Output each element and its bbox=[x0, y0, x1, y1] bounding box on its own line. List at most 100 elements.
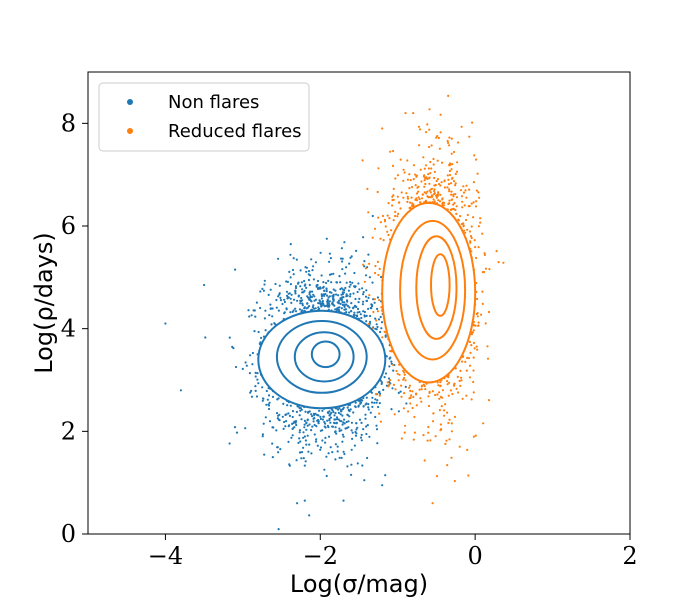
point-reduced-flares bbox=[418, 144, 421, 147]
point-non-flares bbox=[350, 302, 353, 305]
point-non-flares bbox=[344, 286, 347, 290]
point-reduced-flares bbox=[428, 182, 431, 185]
point-non-flares bbox=[263, 279, 266, 282]
point-non-flares bbox=[235, 431, 239, 434]
point-non-flares bbox=[338, 427, 341, 430]
point-non-flares bbox=[251, 363, 254, 366]
point-non-flares bbox=[371, 405, 374, 408]
point-non-flares bbox=[298, 308, 302, 311]
point-non-flares bbox=[268, 401, 271, 404]
point-reduced-flares bbox=[465, 369, 468, 372]
point-reduced-flares bbox=[396, 174, 400, 177]
point-reduced-flares bbox=[454, 182, 457, 185]
point-non-flares bbox=[336, 445, 339, 448]
point-non-flares bbox=[380, 321, 384, 324]
point-non-flares bbox=[314, 261, 317, 264]
point-reduced-flares bbox=[480, 313, 483, 316]
point-reduced-flares bbox=[457, 218, 460, 221]
point-non-flares bbox=[320, 297, 323, 300]
point-non-flares bbox=[285, 280, 288, 283]
point-non-flares bbox=[263, 317, 266, 320]
point-reduced-flares bbox=[406, 200, 409, 203]
point-non-flares bbox=[335, 309, 338, 312]
point-non-flares bbox=[278, 293, 281, 296]
point-non-flares bbox=[322, 415, 325, 418]
point-non-flares bbox=[299, 440, 302, 443]
point-reduced-flares bbox=[417, 190, 420, 193]
point-reduced-flares bbox=[467, 357, 470, 360]
point-reduced-flares bbox=[396, 195, 399, 198]
point-non-flares bbox=[319, 287, 322, 290]
point-reduced-flares bbox=[428, 390, 431, 393]
point-non-flares bbox=[331, 409, 334, 412]
point-non-flares bbox=[345, 427, 348, 430]
point-non-flares bbox=[376, 296, 379, 299]
point-non-flares bbox=[372, 298, 375, 301]
point-non-flares bbox=[326, 424, 329, 427]
point-reduced-flares bbox=[396, 372, 399, 375]
point-reduced-flares bbox=[446, 411, 449, 414]
point-non-flares bbox=[362, 291, 365, 294]
point-reduced-flares bbox=[437, 384, 440, 387]
point-non-flares bbox=[374, 415, 377, 419]
point-non-flares bbox=[281, 415, 284, 418]
point-non-flares bbox=[357, 404, 360, 407]
point-reduced-flares bbox=[437, 191, 440, 194]
point-reduced-flares bbox=[456, 161, 459, 164]
point-reduced-flares bbox=[441, 197, 444, 200]
point-non-flares bbox=[271, 456, 274, 459]
point-reduced-flares bbox=[468, 364, 472, 367]
point-non-flares bbox=[320, 274, 323, 277]
point-non-flares bbox=[283, 298, 286, 301]
point-non-flares bbox=[384, 335, 387, 338]
point-reduced-flares bbox=[427, 196, 430, 199]
point-reduced-flares bbox=[469, 241, 472, 244]
point-non-flares bbox=[290, 436, 293, 439]
point-non-flares bbox=[350, 421, 353, 424]
point-non-flares bbox=[286, 280, 289, 283]
point-non-flares bbox=[353, 444, 356, 447]
point-non-flares bbox=[309, 290, 312, 293]
point-reduced-flares bbox=[470, 202, 473, 205]
point-non-flares bbox=[261, 386, 264, 389]
point-non-flares bbox=[325, 237, 328, 240]
point-reduced-flares bbox=[464, 189, 467, 192]
point-non-flares bbox=[269, 288, 272, 291]
point-reduced-flares bbox=[412, 164, 416, 167]
point-non-flares bbox=[353, 314, 356, 317]
point-reduced-flares bbox=[453, 202, 456, 205]
point-non-flares bbox=[344, 272, 347, 275]
point-non-flares bbox=[357, 301, 360, 304]
point-reduced-flares bbox=[381, 336, 384, 339]
point-reduced-flares bbox=[481, 232, 484, 235]
point-reduced-flares bbox=[482, 422, 485, 425]
point-non-flares bbox=[262, 397, 265, 400]
point-non-flares bbox=[310, 452, 313, 455]
point-non-flares bbox=[370, 401, 374, 404]
point-non-flares bbox=[338, 419, 342, 422]
point-non-flares bbox=[304, 439, 307, 442]
point-reduced-flares bbox=[399, 207, 402, 210]
point-non-flares bbox=[312, 293, 315, 296]
point-reduced-flares bbox=[461, 397, 464, 400]
point-non-flares bbox=[277, 414, 280, 417]
point-reduced-flares bbox=[462, 191, 466, 194]
point-non-flares bbox=[267, 293, 270, 296]
point-non-flares bbox=[234, 365, 238, 369]
point-reduced-flares bbox=[409, 389, 412, 392]
point-reduced-flares bbox=[394, 388, 397, 391]
point-reduced-flares bbox=[427, 431, 430, 434]
point-reduced-flares bbox=[470, 236, 473, 240]
point-non-flares bbox=[298, 437, 301, 440]
point-reduced-flares bbox=[412, 438, 415, 441]
point-reduced-flares bbox=[421, 193, 424, 196]
point-non-flares bbox=[325, 287, 328, 291]
point-non-flares bbox=[338, 456, 341, 459]
point-reduced-flares bbox=[406, 178, 409, 181]
point-reduced-flares bbox=[412, 395, 415, 399]
point-non-flares bbox=[308, 305, 311, 308]
point-reduced-flares bbox=[461, 206, 464, 209]
point-non-flares bbox=[340, 408, 343, 411]
point-non-flares bbox=[340, 456, 343, 459]
point-non-flares bbox=[333, 414, 336, 417]
